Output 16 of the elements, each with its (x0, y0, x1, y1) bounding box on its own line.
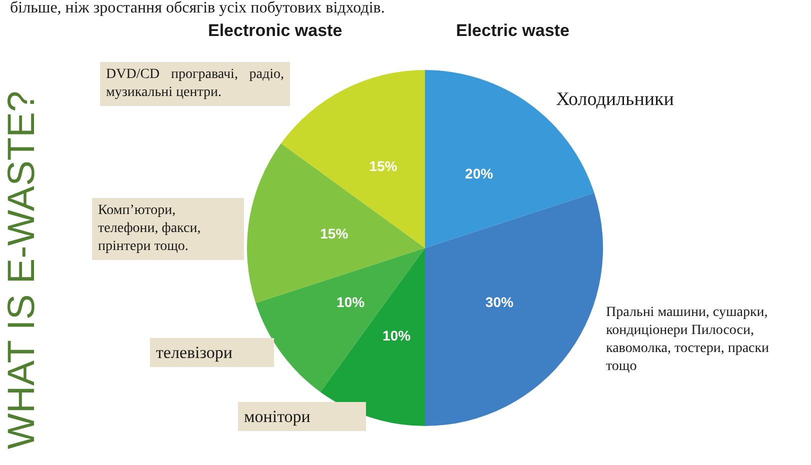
text: Electric waste (456, 21, 570, 40)
data-label: 15% (320, 226, 349, 242)
data-label: 10% (336, 294, 366, 310)
data-label: 30% (485, 294, 514, 310)
text: Electronic waste (208, 21, 342, 40)
data-label: 15% (369, 158, 398, 174)
slice-label: Комп’ютори, телефони, факси, прінтери тощо. (92, 198, 244, 260)
text: WHAT IS E-WASTE? (1, 90, 43, 450)
data-label: 10% (382, 327, 412, 344)
slice-label: DVD/CD програвачі, радіо, музикальні центри. (100, 62, 290, 106)
slice-label: Пральні машини, сушарки, кондиціонери Пилососи, кавомолка, тостери, праски тощо (605, 304, 770, 376)
text: більше, ніж зростання обсягів усіх побутових відходів. (10, 0, 385, 16)
data-label: 20% (465, 166, 494, 182)
slice-label: монітори (238, 402, 366, 431)
slice-label: телевізори (150, 338, 274, 367)
slice-label: Холодильники (555, 88, 675, 112)
